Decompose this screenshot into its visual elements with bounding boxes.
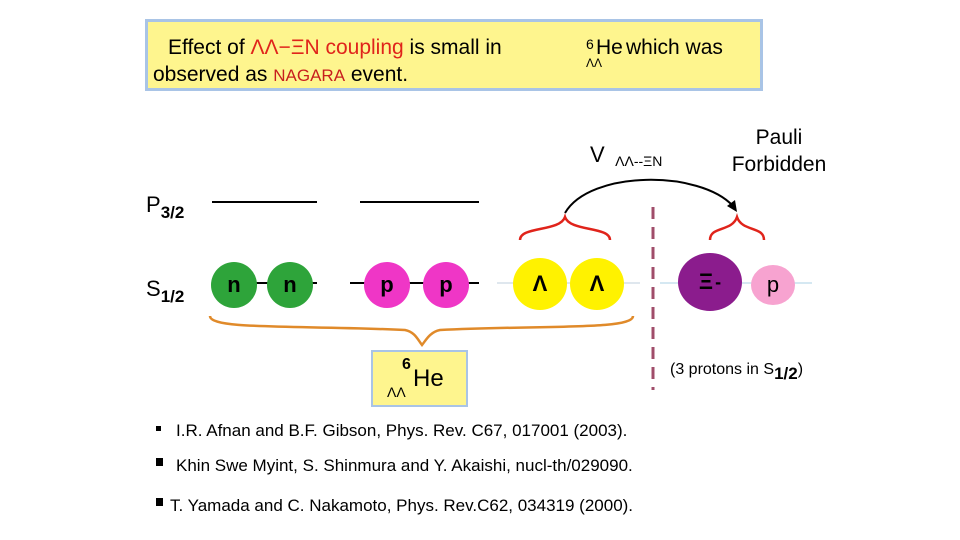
potential-v: V xyxy=(590,142,605,167)
protons-note: (3 protons in S1/2) xyxy=(670,359,804,383)
lambda-brace xyxy=(518,213,612,241)
title-he-sub: ΛΛ xyxy=(586,56,603,70)
neutron-1-label: n xyxy=(227,272,241,297)
title-he-mass: 6 xyxy=(586,36,594,52)
level-p32-main: P xyxy=(146,192,161,217)
he-box-symbol: He xyxy=(413,365,444,392)
reference-2: Khin Swe Myint, S. Shinmura and Y. Akais… xyxy=(176,456,633,475)
protons-note-sub: 1/2 xyxy=(774,364,798,383)
proton-forbidden: p xyxy=(751,265,795,305)
lambda-2: Λ xyxy=(570,258,624,310)
pauli-line-1: Pauli xyxy=(755,126,803,149)
potential-label: V ΛΛ--ΞN xyxy=(590,142,663,169)
neutron-2-label: n xyxy=(283,272,297,297)
title-line-1: Effect of ΛΛ−ΞN coupling is small in xyxy=(168,36,502,60)
reference-bullet-1 xyxy=(156,426,161,431)
proton-forbidden-label: p xyxy=(766,272,780,297)
coupling-arrowhead xyxy=(727,200,737,212)
xi-minus-label: Ξ xyxy=(698,269,714,294)
level-p32-sub: 3/2 xyxy=(160,203,185,222)
potential-sub: ΛΛ--ΞN xyxy=(615,153,663,169)
proton-1-label: p xyxy=(380,272,394,297)
he-box: 6 ΛΛ He xyxy=(371,350,468,407)
lambda-1-label: Λ xyxy=(532,271,548,296)
title-he-text: He xyxy=(596,36,623,59)
title-prefix: Effect of xyxy=(168,36,251,59)
reference-3: T. Yamada and C. Nakamoto, Phys. Rev.C62… xyxy=(170,496,634,515)
protons-note-prefix: (3 protons in S xyxy=(670,361,775,378)
pauli-line-2: Forbidden xyxy=(731,153,827,176)
reference-bullet-3 xyxy=(156,498,163,506)
nagara-text: NAGARA xyxy=(273,66,346,85)
xi-minus: Ξ- xyxy=(678,253,742,311)
xi-brace xyxy=(708,213,766,241)
title-line2-prefix: observed as xyxy=(153,63,274,86)
pauli-forbidden-label: Pauli Forbidden xyxy=(724,124,834,178)
coupling-arrow xyxy=(564,178,734,214)
neutron-1: n xyxy=(211,262,257,308)
title-box: Effect of ΛΛ−ΞN coupling is small in 6 Λ… xyxy=(145,19,763,91)
proton-2: p xyxy=(423,262,469,308)
he-box-mass: 6 xyxy=(402,356,411,373)
neutron-2: n xyxy=(267,262,313,308)
title-middle: is small in xyxy=(403,36,502,59)
proton-1: p xyxy=(364,262,410,308)
level-s12-sub: 1/2 xyxy=(160,287,185,306)
level-p32: P3/2 xyxy=(146,192,184,222)
level-s12: S1/2 xyxy=(146,276,184,306)
reference-bullet-2 xyxy=(156,458,163,466)
coupling-text: ΛΛ−ΞN coupling xyxy=(250,36,404,59)
lambda-2-label: Λ xyxy=(589,271,605,296)
title-line2-suffix: event. xyxy=(345,63,409,86)
level-s12-main: S xyxy=(146,276,161,301)
reference-1: I.R. Afnan and B.F. Gibson, Phys. Rev. C… xyxy=(176,421,628,440)
lambda-1: Λ xyxy=(513,258,567,310)
he-brace xyxy=(208,315,635,348)
protons-note-suffix: ) xyxy=(797,361,804,378)
title-he-symbol: 6 ΛΛ He xyxy=(586,32,656,72)
he-box-sub: ΛΛ xyxy=(387,384,406,400)
title-line-2: observed as NAGARA event. xyxy=(153,63,408,87)
title-suffix: which was xyxy=(626,36,723,59)
proton-2-label: p xyxy=(439,272,453,297)
xi-minus-charge: - xyxy=(715,271,722,292)
